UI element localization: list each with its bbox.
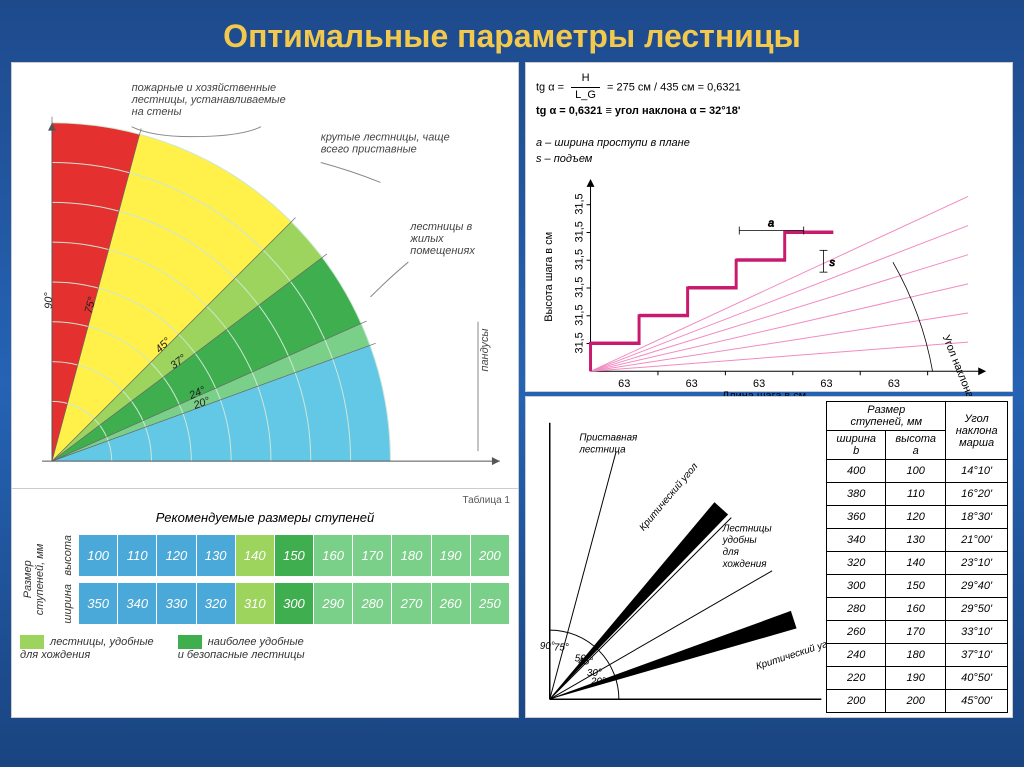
svg-text:пандусы: пандусы xyxy=(479,329,491,372)
svg-text:s: s xyxy=(829,257,835,269)
recommended-sizes-panel: Таблица 1 Рекомендуемые размеры ступеней… xyxy=(11,488,519,718)
angle-diagram: 90°75°50°45°30°20° Приставнаялестница Кр… xyxy=(530,401,826,713)
step-diagram-panel: tg α = H L_G = 275 см / 435 см = 0,6321 … xyxy=(525,62,1013,392)
svg-text:63: 63 xyxy=(686,378,698,390)
angle-panel: 90°75°50°45°30°20° Приставнаялестница Кр… xyxy=(525,396,1013,718)
page-title: Оптимальные параметры лестницы xyxy=(0,0,1024,63)
svg-text:31,5: 31,5 xyxy=(574,221,586,242)
svg-text:Лестницыудобныдляхождения: Лестницыудобныдляхождения xyxy=(722,523,773,570)
recommended-sizes-table: Размер ступеней, мм высота 1001101201301… xyxy=(20,531,510,627)
svg-text:Критический угол: Критический угол xyxy=(637,461,700,533)
table-caption: Рекомендуемые размеры ступеней xyxy=(20,510,510,525)
table-note: Таблица 1 xyxy=(20,495,510,506)
svg-text:63: 63 xyxy=(888,378,900,390)
svg-text:90°: 90° xyxy=(540,641,555,652)
svg-text:75°: 75° xyxy=(554,643,569,654)
legend: лестницы, удобные для хождения наиболее … xyxy=(20,635,510,661)
svg-text:63: 63 xyxy=(820,378,832,390)
formula-block: tg α = H L_G = 275 см / 435 см = 0,6321 … xyxy=(536,71,1002,168)
svg-text:Высота шага в см: Высота шага в см xyxy=(543,232,555,322)
fan-chart: пожарные и хозяйственныелестницы, устана… xyxy=(12,63,518,489)
svg-text:90°: 90° xyxy=(43,292,55,309)
svg-text:Критический угол: Критический угол xyxy=(755,636,827,673)
svg-text:пожарные и хозяйственныелестни: пожарные и хозяйственныелестницы, устана… xyxy=(131,82,286,118)
svg-text:63: 63 xyxy=(753,378,765,390)
svg-text:a: a xyxy=(768,217,774,229)
svg-text:31,5: 31,5 xyxy=(574,332,586,353)
angle-table: Размер ступеней, мм Угол наклона марша ш… xyxy=(826,401,1008,713)
step-diagram: 31,531,531,531,531,531,5 6363636363 a s … xyxy=(536,172,1002,407)
svg-text:31,5: 31,5 xyxy=(574,276,586,297)
svg-text:31,5: 31,5 xyxy=(574,193,586,214)
svg-text:Приставнаялестница: Приставнаялестница xyxy=(578,432,638,455)
svg-text:крутые лестницы, чащевсего при: крутые лестницы, чащевсего приставные xyxy=(321,132,450,156)
svg-text:лестницы вжилыхпомещениях: лестницы вжилыхпомещениях xyxy=(409,221,475,257)
fan-chart-panel: пожарные и хозяйственныелестницы, устана… xyxy=(11,62,519,490)
svg-text:31,5: 31,5 xyxy=(574,304,586,325)
svg-text:31,5: 31,5 xyxy=(574,249,586,270)
svg-text:63: 63 xyxy=(618,378,630,390)
